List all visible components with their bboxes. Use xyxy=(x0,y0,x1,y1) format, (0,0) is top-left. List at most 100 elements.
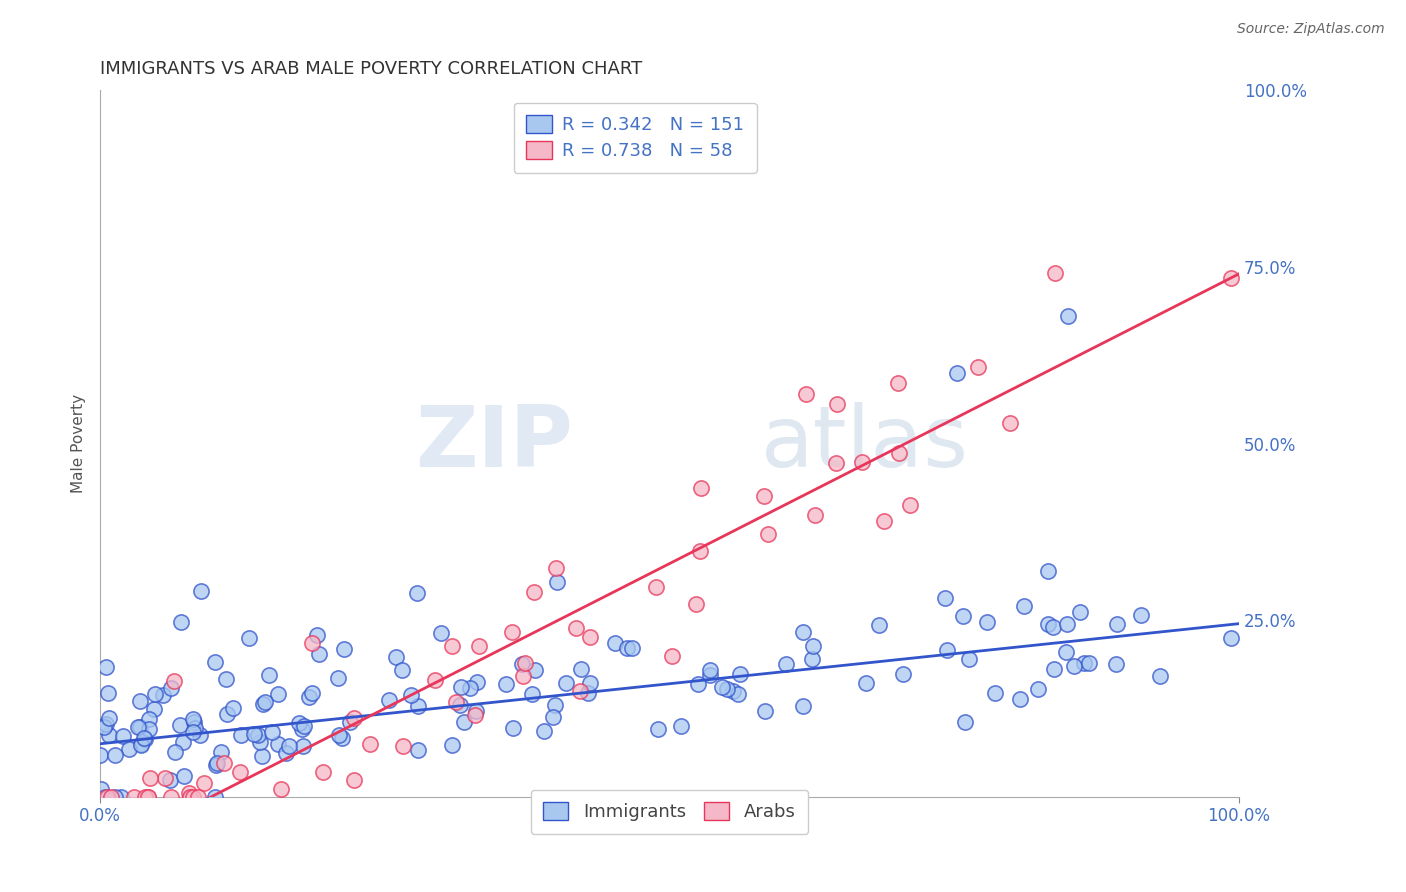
Point xyxy=(183,714,205,729)
Point xyxy=(620,641,643,656)
Point xyxy=(215,672,238,686)
Point xyxy=(385,649,408,664)
Point xyxy=(465,704,488,718)
Point xyxy=(616,640,638,655)
Point xyxy=(96,789,118,804)
Point xyxy=(1219,631,1241,645)
Point xyxy=(934,591,956,606)
Point xyxy=(502,721,524,735)
Point xyxy=(423,673,446,687)
Point xyxy=(278,739,301,753)
Text: IMMIGRANTS VS ARAB MALE POVERTY CORRELATION CHART: IMMIGRANTS VS ARAB MALE POVERTY CORRELAT… xyxy=(100,60,643,78)
Point xyxy=(247,728,270,742)
Point xyxy=(312,765,335,780)
Point xyxy=(952,609,974,624)
Point xyxy=(209,745,232,759)
Point xyxy=(998,416,1021,430)
Point xyxy=(579,630,602,644)
Text: Source: ZipAtlas.com: Source: ZipAtlas.com xyxy=(1237,22,1385,37)
Point xyxy=(868,618,890,632)
Point xyxy=(97,686,120,700)
Point xyxy=(401,688,423,702)
Point xyxy=(96,660,118,674)
Point xyxy=(647,722,669,736)
Point xyxy=(495,676,517,690)
Point xyxy=(523,584,546,599)
Point xyxy=(129,720,152,734)
Point xyxy=(887,446,910,460)
Point xyxy=(159,789,181,804)
Point xyxy=(238,631,260,645)
Point xyxy=(794,387,817,401)
Point xyxy=(603,635,626,649)
Point xyxy=(945,366,967,380)
Point xyxy=(449,698,471,712)
Point xyxy=(134,789,156,804)
Point xyxy=(827,397,849,411)
Point xyxy=(205,758,228,772)
Point xyxy=(179,786,201,800)
Point xyxy=(343,772,366,787)
Point xyxy=(756,527,779,541)
Point xyxy=(134,732,156,747)
Point xyxy=(984,685,1007,699)
Point xyxy=(533,723,555,738)
Point xyxy=(172,735,194,749)
Point xyxy=(143,702,166,716)
Point xyxy=(541,710,564,724)
Point xyxy=(1129,607,1152,622)
Point xyxy=(1026,682,1049,697)
Point xyxy=(775,657,797,671)
Point xyxy=(243,727,266,741)
Point xyxy=(1073,656,1095,670)
Point xyxy=(792,698,814,713)
Point xyxy=(569,684,592,698)
Point xyxy=(212,756,235,770)
Point xyxy=(1063,658,1085,673)
Point xyxy=(544,560,567,574)
Point xyxy=(254,696,277,710)
Point xyxy=(204,655,226,669)
Point xyxy=(129,738,152,752)
Point xyxy=(153,772,176,786)
Point xyxy=(136,789,159,804)
Point xyxy=(138,712,160,726)
Point xyxy=(453,715,475,730)
Point xyxy=(193,776,215,790)
Point xyxy=(118,742,141,756)
Point xyxy=(754,489,776,503)
Point xyxy=(513,657,536,671)
Point xyxy=(104,748,127,763)
Point xyxy=(450,680,472,694)
Point xyxy=(181,712,204,726)
Point xyxy=(792,624,814,639)
Point xyxy=(441,738,464,752)
Point xyxy=(328,728,350,742)
Point xyxy=(446,695,468,709)
Point xyxy=(1054,645,1077,659)
Point xyxy=(1012,599,1035,613)
Point xyxy=(565,621,588,635)
Point xyxy=(1042,620,1064,634)
Point xyxy=(308,648,330,662)
Point xyxy=(131,737,153,751)
Point xyxy=(645,580,668,594)
Point xyxy=(98,711,121,725)
Point xyxy=(855,675,877,690)
Legend: Immigrants, Arabs: Immigrants, Arabs xyxy=(530,789,808,834)
Point xyxy=(976,615,998,629)
Point xyxy=(522,687,544,701)
Point xyxy=(190,584,212,599)
Point xyxy=(801,639,824,653)
Point xyxy=(301,636,323,650)
Point xyxy=(1038,616,1060,631)
Point xyxy=(730,666,752,681)
Point xyxy=(170,615,193,630)
Point xyxy=(1069,605,1091,619)
Point xyxy=(689,544,711,558)
Point xyxy=(94,789,117,804)
Point xyxy=(221,701,243,715)
Point xyxy=(250,749,273,764)
Point xyxy=(229,764,252,779)
Point xyxy=(1057,310,1080,324)
